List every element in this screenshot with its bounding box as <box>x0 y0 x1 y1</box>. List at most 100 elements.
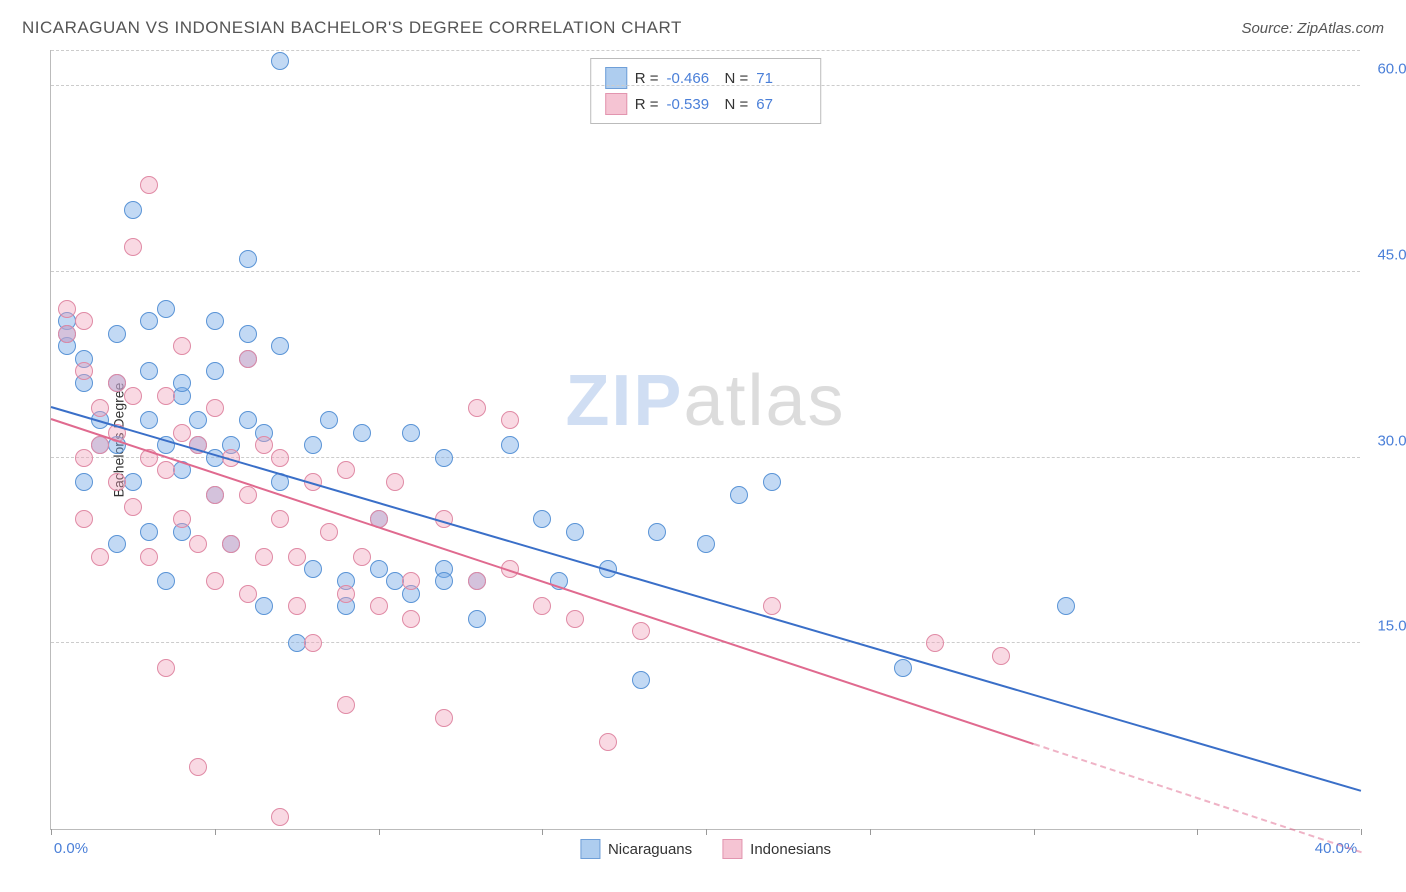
x-tick <box>706 829 707 835</box>
y-tick-label: 15.0% <box>1365 618 1406 635</box>
stat-label-n: N = <box>725 96 749 113</box>
watermark-part1: ZIP <box>565 361 683 441</box>
gridline <box>51 50 1360 51</box>
x-tick <box>1361 829 1362 835</box>
scatter-marker <box>75 510 93 528</box>
scatter-marker <box>697 535 715 553</box>
watermark-part2: atlas <box>683 361 845 441</box>
gridline <box>51 271 1360 272</box>
stats-row: R =-0.466N =71 <box>605 65 807 91</box>
gridline <box>51 642 1360 643</box>
x-tick <box>379 829 380 835</box>
scatter-marker <box>206 362 224 380</box>
scatter-marker <box>271 337 289 355</box>
scatter-marker <box>206 572 224 590</box>
scatter-marker <box>271 449 289 467</box>
scatter-marker <box>370 560 388 578</box>
scatter-marker <box>108 325 126 343</box>
scatter-marker <box>533 510 551 528</box>
scatter-marker <box>75 449 93 467</box>
scatter-marker <box>435 572 453 590</box>
scatter-marker <box>140 176 158 194</box>
scatter-marker <box>75 473 93 491</box>
scatter-marker <box>648 523 666 541</box>
scatter-marker <box>320 523 338 541</box>
scatter-marker <box>239 585 257 603</box>
scatter-marker <box>435 449 453 467</box>
x-tick <box>870 829 871 835</box>
scatter-marker <box>91 548 109 566</box>
scatter-marker <box>468 572 486 590</box>
scatter-marker <box>271 52 289 70</box>
scatter-marker <box>124 201 142 219</box>
scatter-marker <box>173 510 191 528</box>
scatter-marker <box>58 325 76 343</box>
legend-swatch <box>580 839 600 859</box>
scatter-marker <box>353 548 371 566</box>
scatter-marker <box>239 486 257 504</box>
scatter-marker <box>239 411 257 429</box>
scatter-marker <box>58 300 76 318</box>
legend-item: Nicaraguans <box>580 839 692 859</box>
scatter-marker <box>632 622 650 640</box>
scatter-marker <box>239 250 257 268</box>
scatter-marker <box>304 560 322 578</box>
scatter-marker <box>173 337 191 355</box>
scatter-marker <box>763 473 781 491</box>
scatter-marker <box>926 634 944 652</box>
chart-title: NICARAGUAN VS INDONESIAN BACHELOR'S DEGR… <box>22 18 682 38</box>
scatter-marker <box>108 374 126 392</box>
stats-legend-box: R =-0.466N =71R =-0.539N =67 <box>590 58 822 124</box>
scatter-marker <box>140 411 158 429</box>
legend-swatch <box>722 839 742 859</box>
scatter-marker <box>353 424 371 442</box>
scatter-marker <box>124 238 142 256</box>
scatter-marker <box>501 411 519 429</box>
scatter-marker <box>468 399 486 417</box>
scatter-marker <box>255 436 273 454</box>
stat-value-r: -0.466 <box>667 70 717 87</box>
scatter-marker <box>108 473 126 491</box>
legend-item: Indonesians <box>722 839 831 859</box>
gridline <box>51 85 1360 86</box>
scatter-marker <box>271 510 289 528</box>
scatter-marker <box>304 634 322 652</box>
scatter-marker <box>337 585 355 603</box>
scatter-marker <box>239 325 257 343</box>
scatter-marker <box>173 424 191 442</box>
y-tick-label: 60.0% <box>1365 61 1406 78</box>
scatter-marker <box>337 461 355 479</box>
scatter-marker <box>599 733 617 751</box>
scatter-marker <box>157 387 175 405</box>
scatter-marker <box>255 548 273 566</box>
scatter-marker <box>189 758 207 776</box>
scatter-marker <box>206 312 224 330</box>
scatter-marker <box>386 473 404 491</box>
scatter-marker <box>386 572 404 590</box>
scatter-marker <box>632 671 650 689</box>
scatter-marker <box>894 659 912 677</box>
scatter-marker <box>370 597 388 615</box>
scatter-marker <box>435 709 453 727</box>
trend-line-extrapolated <box>1033 743 1361 853</box>
scatter-marker <box>320 411 338 429</box>
gridline <box>51 457 1360 458</box>
stat-value-n: 67 <box>756 96 806 113</box>
scatter-marker <box>140 312 158 330</box>
x-tick <box>51 829 52 835</box>
scatter-marker <box>730 486 748 504</box>
scatter-marker <box>124 498 142 516</box>
y-tick-label: 30.0% <box>1365 432 1406 449</box>
scatter-marker <box>124 387 142 405</box>
scatter-marker <box>566 610 584 628</box>
y-tick-label: 45.0% <box>1365 246 1406 263</box>
scatter-marker <box>75 312 93 330</box>
scatter-marker <box>533 597 551 615</box>
scatter-marker <box>189 535 207 553</box>
chart-header: NICARAGUAN VS INDONESIAN BACHELOR'S DEGR… <box>22 18 1384 38</box>
x-tick-label: 0.0% <box>54 840 88 857</box>
scatter-marker <box>255 597 273 615</box>
scatter-marker <box>239 350 257 368</box>
scatter-marker <box>124 473 142 491</box>
stat-value-r: -0.539 <box>667 96 717 113</box>
